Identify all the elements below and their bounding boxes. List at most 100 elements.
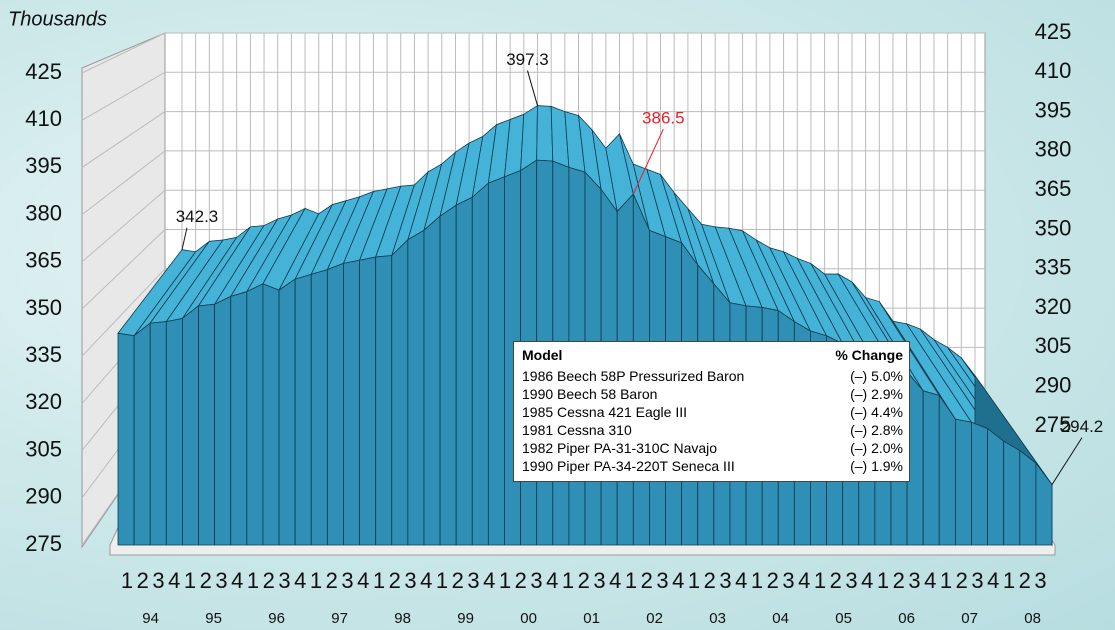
x-tick-label: 3: [593, 568, 605, 593]
x-tick-label: 1: [1003, 568, 1015, 593]
grid-line: [81, 32, 166, 74]
x-tick-label: 2: [137, 568, 149, 593]
x-tick-label: 2: [200, 568, 212, 593]
area-front: [423, 215, 441, 546]
x-tick-label: 1: [751, 568, 763, 593]
x-tick-label: 1: [184, 568, 196, 593]
year-label: 05: [835, 610, 852, 627]
y-tick-label: 335: [25, 342, 62, 367]
table-cell: (–) 4.4%: [850, 404, 903, 420]
area-front: [922, 390, 940, 546]
value-label: 397.3: [506, 50, 549, 69]
year-label: 04: [772, 610, 789, 627]
y-tick-label: 320: [25, 389, 62, 414]
area-front: [262, 283, 280, 546]
grid-line: [81, 189, 166, 263]
x-tick-label: 2: [956, 568, 968, 593]
y-tick-label: 275: [25, 531, 62, 556]
year-label: 07: [961, 610, 978, 627]
x-tick-label: 1: [625, 568, 637, 593]
x-tick-label: 4: [609, 568, 621, 593]
area-front: [439, 204, 457, 546]
x-tick-label: 3: [1034, 568, 1046, 593]
area-top: [536, 105, 554, 162]
x-tick-label: 2: [452, 568, 464, 593]
year-label: 96: [268, 610, 285, 627]
table-cell: 1981 Cessna 310: [522, 422, 632, 438]
x-tick-label: 3: [341, 568, 353, 593]
y2-tick-label: 395: [1035, 97, 1072, 122]
area-front: [198, 303, 216, 546]
table-row: 1982 Piper PA-31-310C Navajo (–) 2.0%: [522, 439, 903, 457]
area-front: [326, 262, 344, 546]
x-tick-label: 1: [940, 568, 952, 593]
y-tick-label: 425: [25, 59, 62, 84]
table-cell: 1982 Piper PA-31-310C Navajo: [522, 440, 718, 456]
x-tick-label: 1: [499, 568, 511, 593]
x-tick-label: 4: [546, 568, 558, 593]
table-cell: (–) 2.8%: [850, 422, 903, 438]
area-front: [117, 332, 135, 546]
x-tick-label: 2: [704, 568, 716, 593]
x-tick-label: 4: [672, 568, 684, 593]
area-front: [343, 259, 360, 546]
table: Model % Change 1986 Beech 58P Pressurized…: [522, 346, 903, 475]
x-tick-label: 3: [845, 568, 857, 593]
x-tick-label: 3: [152, 568, 164, 593]
table-cell: 1990 Beech 58 Baron: [522, 386, 658, 402]
x-tick-label: 2: [767, 568, 779, 593]
table-cell: (–) 2.9%: [850, 386, 903, 402]
y2-tick-label: 350: [1035, 215, 1072, 240]
grid-line: [81, 111, 166, 168]
y2-tick-label: 335: [1035, 255, 1072, 280]
x-tick-label: 1: [562, 568, 574, 593]
area-front: [487, 176, 505, 546]
y-tick-label: 305: [25, 436, 62, 461]
year-label: 98: [394, 610, 411, 627]
x-tick-label: 4: [483, 568, 495, 593]
area-front: [165, 317, 183, 546]
x-tick-label: 3: [404, 568, 416, 593]
year-label: 97: [331, 610, 348, 627]
area-front: [375, 255, 393, 546]
label-leader: [181, 227, 188, 250]
y-tick-label: 395: [25, 153, 62, 178]
area-front: [294, 273, 312, 546]
area-front: [1003, 440, 1021, 546]
x-tick-label: 3: [908, 568, 920, 593]
year-label: 08: [1024, 610, 1041, 627]
x-tick-label: 1: [436, 568, 448, 593]
grid-line: [81, 150, 166, 215]
label-leader: [527, 70, 538, 106]
area-front: [1019, 449, 1037, 546]
x-tick-label: 3: [719, 568, 731, 593]
x-tick-label: 2: [1019, 568, 1031, 593]
x-tick-label: 3: [215, 568, 227, 593]
x-tick-label: 4: [357, 568, 369, 593]
y-axis-label: Thousands: [8, 8, 107, 30]
table-row: 1990 Piper PA-34-220T Seneca III (–) 1.9%: [522, 457, 903, 475]
value-label: 294.2: [1061, 417, 1104, 436]
y-tick-label: 365: [25, 248, 62, 273]
table-row: 1985 Cessna 421 Eagle III (–) 4.4%: [522, 403, 903, 421]
x-tick-label: 4: [987, 568, 999, 593]
x-tick-label: 3: [530, 568, 542, 593]
label-leader: [632, 128, 664, 195]
x-tick-label: 2: [263, 568, 275, 593]
table-cell: (–) 2.0%: [850, 440, 903, 456]
y-tick-label: 350: [25, 295, 62, 320]
value-label: 386.5: [642, 109, 685, 128]
year-label: 99: [457, 610, 474, 627]
grid-line: [81, 268, 166, 357]
area-front: [214, 295, 232, 546]
x-tick-label: 1: [247, 568, 259, 593]
x-tick-label: 2: [326, 568, 338, 593]
x-tick-label: 1: [373, 568, 385, 593]
y2-tick-label: 290: [1035, 373, 1072, 398]
area-front: [455, 196, 473, 546]
x-tick-label: 4: [798, 568, 810, 593]
grid-line: [81, 71, 166, 121]
x-tick-label: 2: [578, 568, 590, 593]
area-front: [938, 394, 956, 546]
